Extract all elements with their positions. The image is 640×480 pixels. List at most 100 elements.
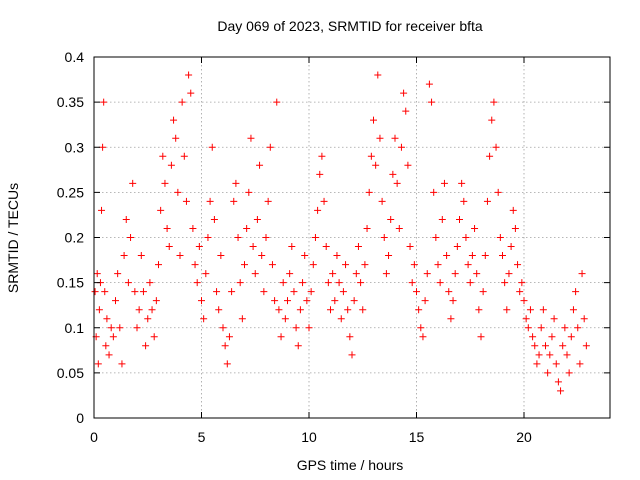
data-point [479, 288, 487, 296]
data-point [238, 315, 246, 323]
data-point [129, 179, 137, 187]
data-point [346, 333, 354, 341]
data-point [393, 179, 401, 187]
data-point [122, 215, 130, 223]
data-point [150, 333, 158, 341]
data-point [481, 252, 489, 260]
data-point [542, 342, 549, 350]
data-point [443, 252, 451, 260]
x-tick-label: 15 [409, 429, 425, 445]
data-point [98, 206, 106, 214]
data-point [400, 89, 408, 97]
data-point [492, 143, 500, 151]
data-point [456, 215, 463, 223]
data-point [357, 279, 365, 287]
data-point [365, 188, 373, 196]
data-point [466, 279, 474, 287]
data-point [539, 306, 547, 314]
data-point [320, 197, 328, 205]
data-point [279, 279, 287, 287]
data-point [114, 270, 122, 278]
data-point [526, 306, 534, 314]
data-point [206, 197, 214, 205]
data-point [499, 252, 506, 260]
data-point [548, 333, 556, 341]
data-point [303, 297, 311, 305]
data-point [213, 288, 221, 296]
x-tick-label: 5 [198, 429, 206, 445]
data-point [331, 297, 339, 305]
data-point [266, 143, 274, 151]
data-point [243, 224, 251, 232]
data-point [223, 360, 231, 368]
data-point [93, 270, 101, 278]
data-point [148, 306, 156, 314]
data-point [91, 288, 99, 296]
data-point [550, 315, 558, 323]
data-point [471, 224, 479, 232]
data-point [391, 134, 399, 142]
data-point [112, 297, 119, 305]
data-point [567, 333, 575, 341]
data-point [406, 243, 414, 251]
data-point [290, 288, 298, 296]
data-point [232, 179, 240, 187]
data-point [342, 261, 350, 269]
data-point [507, 243, 515, 251]
data-point [430, 188, 438, 196]
data-point [544, 369, 552, 377]
data-point [453, 243, 461, 251]
data-point [185, 71, 193, 79]
data-point [99, 143, 107, 151]
data-point [180, 152, 188, 160]
data-point [374, 71, 382, 79]
data-point [417, 324, 425, 332]
data-point [385, 252, 393, 260]
data-point [217, 252, 225, 260]
y-tick-label: 0 [76, 410, 84, 426]
data-point [529, 333, 537, 341]
data-point [292, 324, 300, 332]
data-point [157, 206, 165, 214]
data-point [382, 270, 390, 278]
chart-title: Day 069 of 2023, SRMTID for receiver bft… [217, 18, 483, 34]
data-point [155, 261, 162, 269]
data-point [408, 279, 416, 287]
data-point [580, 315, 588, 323]
data-point [277, 333, 285, 341]
data-point [415, 306, 423, 314]
data-point [397, 143, 405, 151]
data-point [458, 179, 466, 187]
data-point [363, 224, 371, 232]
data-point [178, 98, 186, 106]
data-point [215, 306, 223, 314]
data-point [172, 134, 180, 142]
data-point [294, 342, 302, 350]
data-point [174, 188, 182, 196]
data-point [241, 261, 248, 269]
data-point [561, 324, 569, 332]
data-point [524, 324, 532, 332]
data-point [413, 288, 420, 296]
data-point [376, 134, 384, 142]
data-point [118, 360, 126, 368]
data-point [335, 279, 343, 287]
data-point [337, 315, 345, 323]
data-point [354, 243, 362, 251]
data-point [533, 360, 541, 368]
data-point [511, 224, 519, 232]
data-point [572, 288, 580, 296]
data-point [440, 179, 448, 187]
data-point [395, 224, 403, 232]
data-point [275, 306, 283, 314]
data-point [296, 306, 304, 314]
data-point [361, 261, 369, 269]
data-point [344, 306, 352, 314]
data-point [488, 116, 496, 124]
data-point [462, 234, 470, 241]
data-point [309, 261, 317, 269]
data-points [91, 71, 590, 395]
data-point [473, 270, 481, 278]
data-point [475, 306, 483, 314]
data-point [135, 306, 143, 314]
